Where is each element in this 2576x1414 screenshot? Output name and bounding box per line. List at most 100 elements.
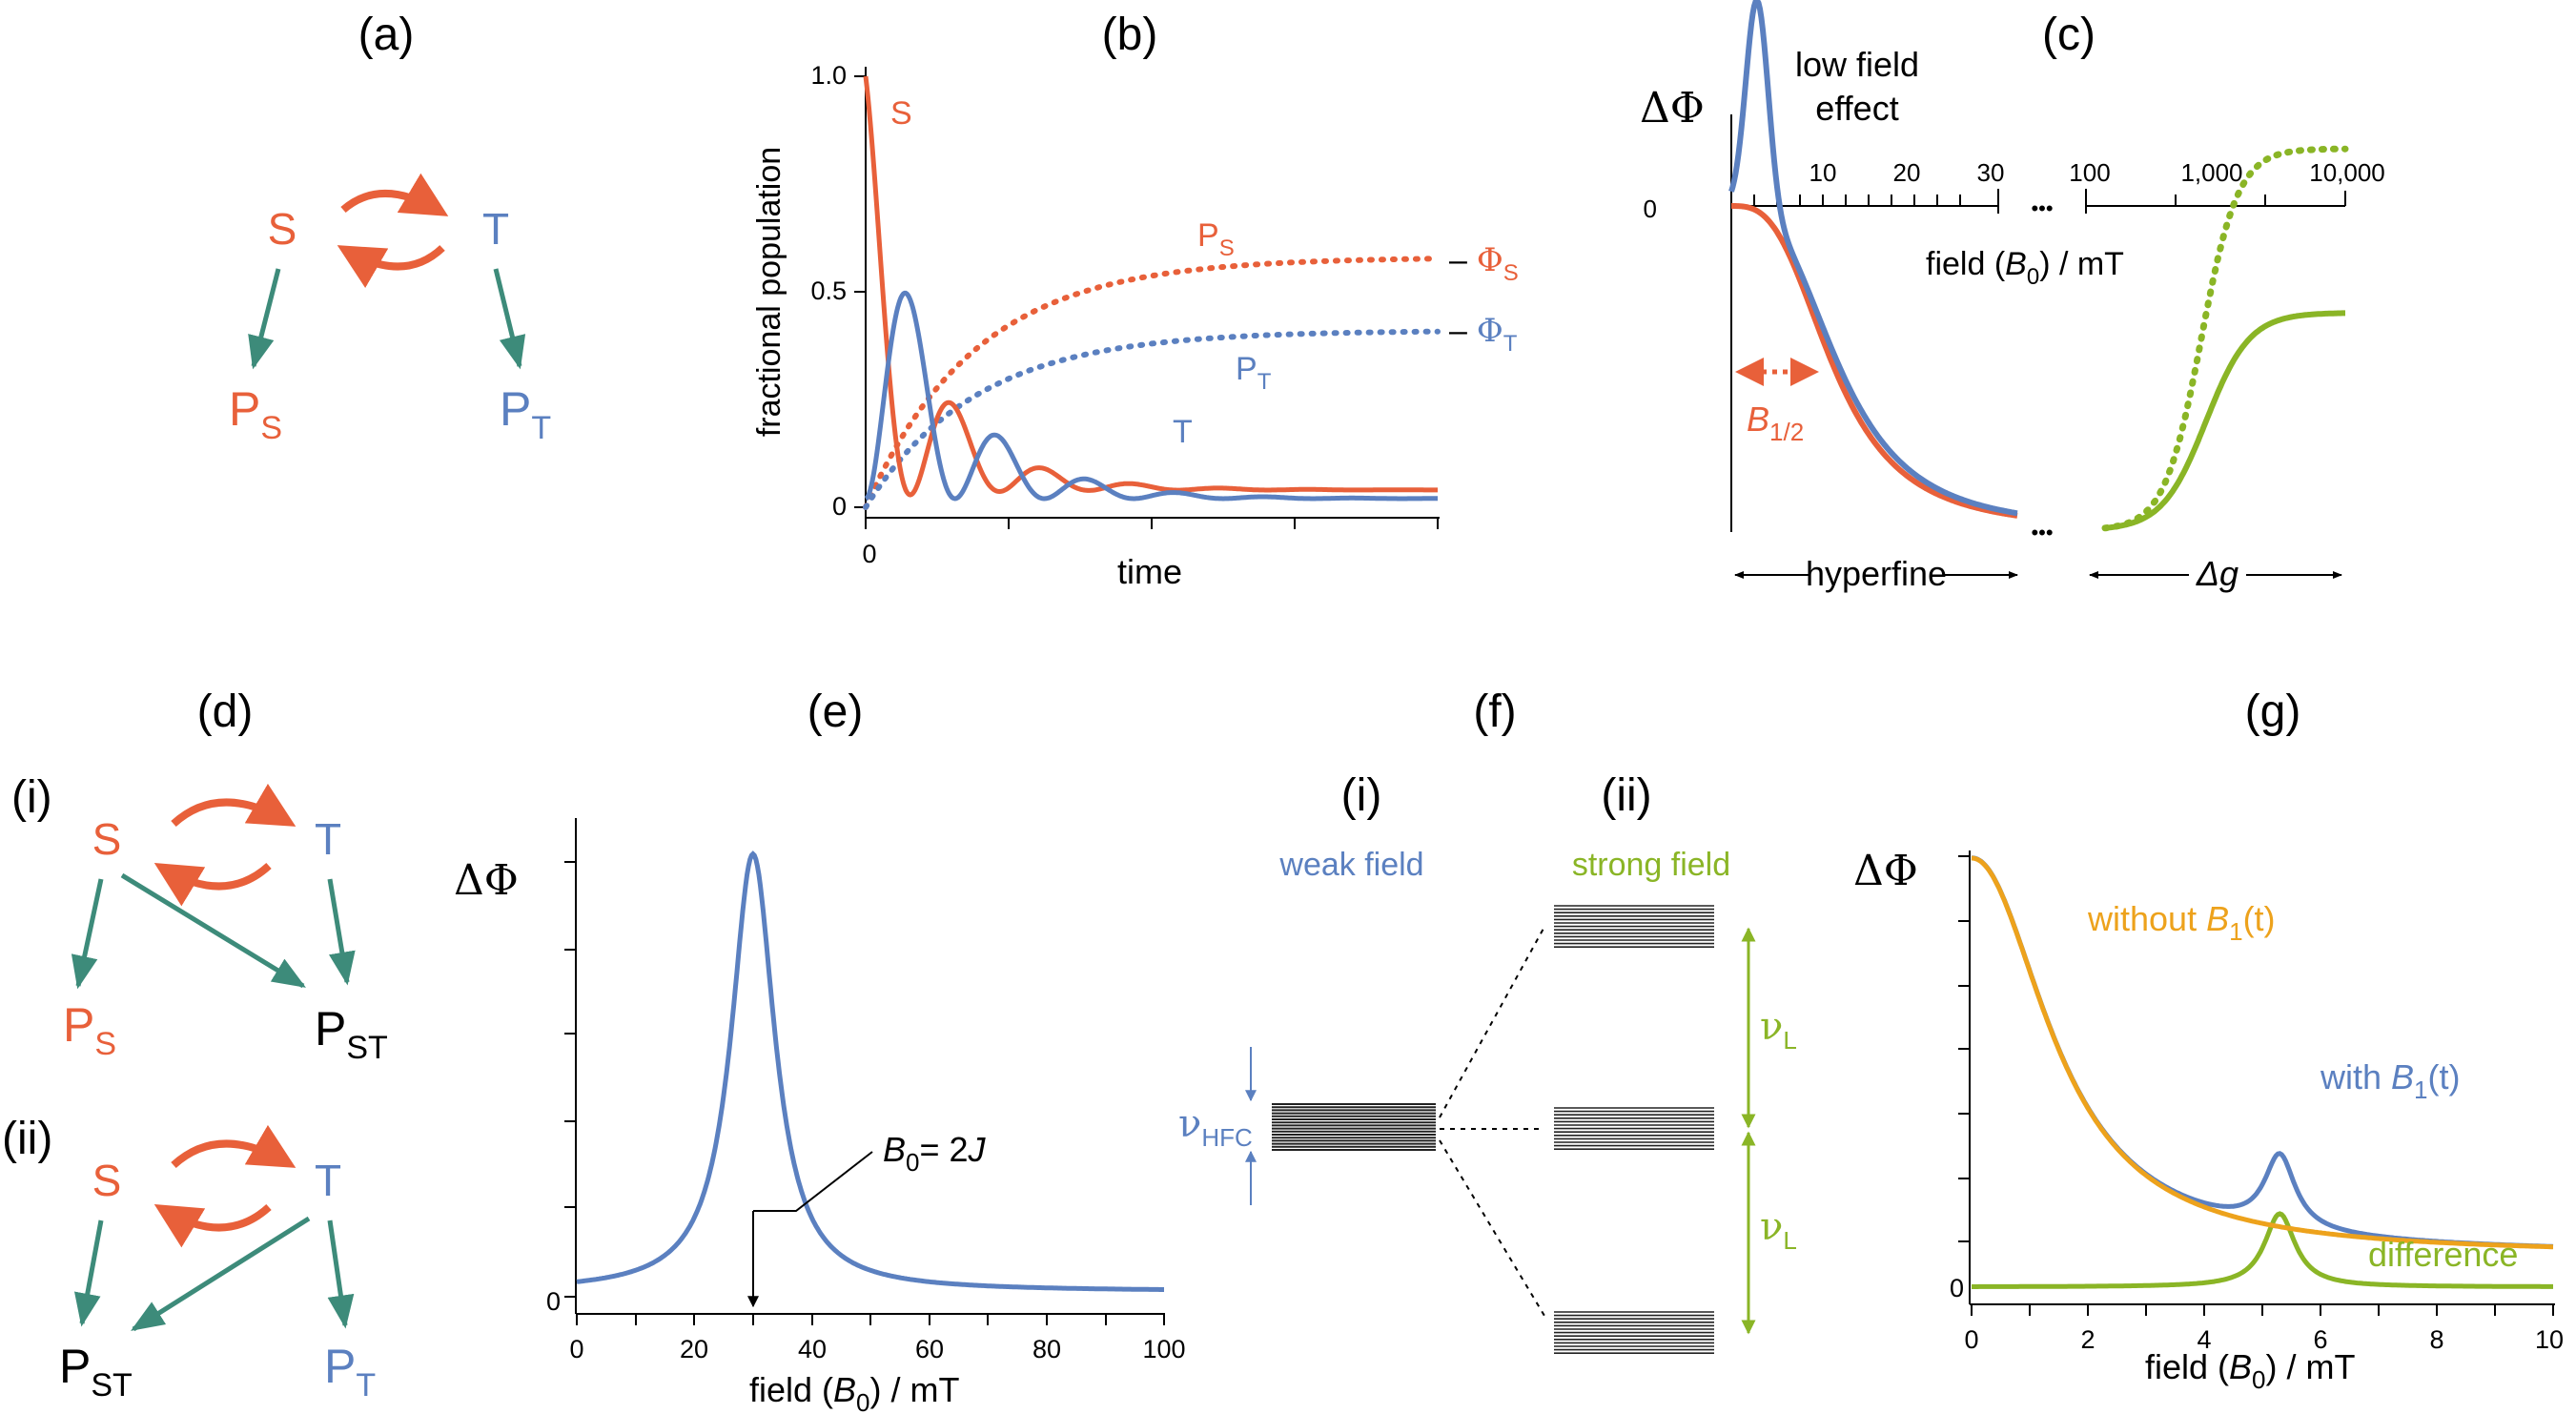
panel-e-label: (e) xyxy=(808,687,864,737)
panel-e: (e) ΔΦ 0 0 20 40 60 80 100 field (B0) / … xyxy=(454,687,1186,1414)
b-label-PT: PT xyxy=(1236,351,1272,395)
d-ii-PT: PT xyxy=(324,1340,376,1404)
b-label-PS: PS xyxy=(1197,217,1235,261)
g-xtick-8: 8 xyxy=(2429,1325,2443,1354)
g-label-with: with B1(t) xyxy=(2320,1057,2461,1104)
c-ellipsis-top: ••• xyxy=(2031,196,2053,220)
panel-d-label: (d) xyxy=(197,687,254,737)
b-label-S: S xyxy=(890,95,912,132)
e-xtick-40: 40 xyxy=(798,1335,827,1363)
d-ii-PST: PST xyxy=(59,1340,133,1404)
c-zero: 0 xyxy=(1644,195,1657,223)
e-xtick-20: 20 xyxy=(680,1335,708,1363)
panel-g-label: (g) xyxy=(2245,687,2301,737)
c-B-half-label: B1/2 xyxy=(1747,400,1804,446)
product-PT: PT xyxy=(500,382,551,446)
b-ytick-1: 1.0 xyxy=(810,61,847,90)
f-strong-field-levels-mid xyxy=(1554,1107,1714,1150)
c-field-label: field (B0) / mT xyxy=(1926,246,2124,290)
curve-PT-dotted xyxy=(863,328,1441,510)
d-ii-arrow-T-PT xyxy=(327,1219,355,1329)
state-S: S xyxy=(268,204,297,254)
arrow-T-to-PT xyxy=(493,268,526,370)
g-y-label: ΔΦ xyxy=(1853,847,1918,895)
product-PS: PS xyxy=(229,382,282,446)
b-label-T: T xyxy=(1173,414,1193,450)
c-tick-10: 10 xyxy=(1809,158,1837,187)
f-nu-hfc: νHFC xyxy=(1178,1102,1253,1152)
d-i-arrow-T-S xyxy=(153,862,272,907)
d-i-arrow-S-T xyxy=(171,783,296,827)
f-weak-field-levels xyxy=(1272,1103,1436,1151)
d-i-arrow-S-PS xyxy=(71,878,104,990)
c-tick-30: 30 xyxy=(1977,158,2005,187)
g-ticks xyxy=(1958,855,2554,1316)
panel-b-label: (b) xyxy=(1102,10,1158,60)
d-ii-arrow-S-PST xyxy=(73,1219,104,1327)
c-curve-delta-g-dotted xyxy=(2101,145,2349,532)
e-ticks xyxy=(564,861,1165,1325)
e-annotation-leader xyxy=(753,1151,873,1212)
panel-b: (b) 1.0 0.5 0 0 fractional population ti… xyxy=(751,10,1519,591)
panel-c-label: (c) xyxy=(2042,10,2096,60)
arrow-S-to-T xyxy=(340,173,449,216)
c-tick-100: 100 xyxy=(2069,158,2110,187)
e-x-label: field (B0) / mT xyxy=(749,1370,960,1414)
e-y0: 0 xyxy=(546,1287,561,1316)
c-hyperfine-label: hyperfine xyxy=(1806,554,1947,593)
c-tick-1000: 1,000 xyxy=(2180,158,2242,187)
d-ii-T: T xyxy=(315,1156,341,1205)
e-y-label: ΔΦ xyxy=(454,856,519,905)
c-y-label: ΔΦ xyxy=(1640,84,1705,133)
g-xtick-4: 4 xyxy=(2197,1325,2211,1354)
f-weak-field: weak field xyxy=(1278,847,1423,883)
d-ii-arrow-S-T xyxy=(171,1124,296,1168)
curve-PS-dotted xyxy=(863,256,1441,510)
f-strong-field: strong field xyxy=(1572,847,1730,883)
g-xtick-2: 2 xyxy=(2080,1325,2095,1354)
panel-g: (g) ΔΦ 0 0 2 4 6 8 10 field (B0) / mT wi… xyxy=(1853,687,2564,1394)
d-ii-arrow-T-S xyxy=(153,1203,272,1248)
b-xtick-0: 0 xyxy=(862,540,876,568)
d-i-arrow-S-PST xyxy=(120,872,306,989)
arrow-T-to-S xyxy=(337,245,445,289)
panel-a-label: (a) xyxy=(358,10,415,60)
d-i-S: S xyxy=(92,814,122,864)
curve-S-oscillation xyxy=(863,75,1438,498)
panel-f: (f) (i) (ii) weak field strong field νHF… xyxy=(1178,687,1797,1354)
c-delta-g-label: Δg xyxy=(2196,554,2239,593)
c-low-field-1: low field xyxy=(1795,45,1919,84)
b-ticks xyxy=(854,75,1439,529)
e-xtick-80: 80 xyxy=(1032,1335,1061,1363)
b-label-phiS: – ΦS xyxy=(1449,241,1519,286)
g-y0: 0 xyxy=(1950,1274,1964,1302)
f-connectors xyxy=(1439,926,1545,1317)
g-xtick-10: 10 xyxy=(2535,1325,2564,1354)
d-i-PST: PST xyxy=(315,1002,388,1066)
arrow-S-to-PS xyxy=(248,268,281,370)
g-x-label: field (B0) / mT xyxy=(2145,1347,2356,1394)
b-y-label: fractional population xyxy=(751,147,787,437)
b-label-phiT: – ΦT xyxy=(1449,312,1518,357)
b-x-label: time xyxy=(1117,552,1182,591)
state-T: T xyxy=(482,204,509,254)
c-tick-20: 20 xyxy=(1893,158,1921,187)
g-xtick-0: 0 xyxy=(1964,1325,1978,1354)
c-ellipsis-bottom: ••• xyxy=(2031,521,2053,544)
c-low-field-2: effect xyxy=(1815,89,1898,128)
c-hyperfine-bg xyxy=(1809,557,1943,591)
d-i-arrow-T-PST xyxy=(327,878,356,986)
d-i-PS: PS xyxy=(63,998,116,1062)
d-ii-S: S xyxy=(92,1156,122,1205)
f-strong-field-levels-top xyxy=(1554,905,1714,949)
b-ytick-05: 0.5 xyxy=(810,277,847,305)
g-xtick-6: 6 xyxy=(2313,1325,2327,1354)
e-curve-lorentzian xyxy=(576,850,1164,1292)
e-xtick-100: 100 xyxy=(1142,1335,1185,1363)
panel-f-label: (f) xyxy=(1473,687,1516,737)
f-strong-field-levels-bottom xyxy=(1554,1311,1714,1354)
g-label-difference: difference xyxy=(2368,1235,2518,1274)
c-curve-delta-g-solid xyxy=(2104,310,2345,531)
d-i-label: (i) xyxy=(11,772,52,823)
